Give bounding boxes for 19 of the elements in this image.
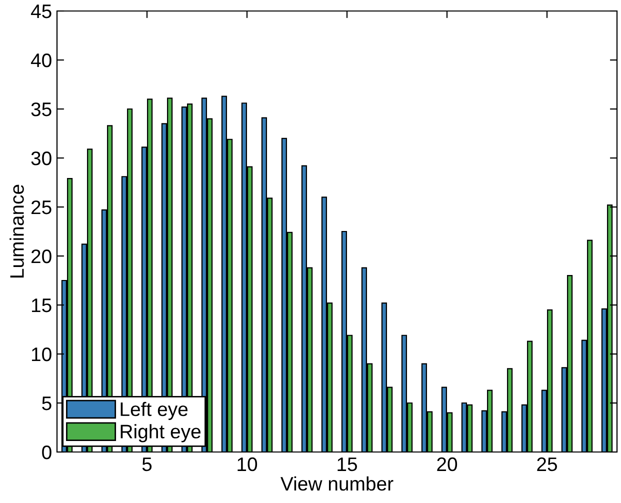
y-axis-title: Luminance: [10, 184, 24, 278]
y-tick-label: 15: [32, 298, 52, 312]
x-tick-label: 25: [537, 457, 557, 472]
x-tick-label: 5: [142, 458, 152, 472]
x-tick-label: 15: [338, 458, 357, 472]
y-tick-label: 40: [30, 53, 52, 68]
y-tick-label: 30: [31, 151, 52, 166]
x-axis-title: View number: [280, 476, 394, 491]
y-tick-label: 25: [31, 200, 52, 214]
legend-label: Right eye: [120, 424, 201, 442]
y-tick-label: 35: [31, 102, 52, 116]
y-tick-label: 10: [32, 347, 52, 362]
y-tick-label: 45: [30, 4, 52, 18]
y-tick-label: 20: [31, 249, 52, 264]
x-tick-label: 20: [437, 457, 458, 472]
x-tick-label: 10: [238, 457, 258, 472]
y-tick-label: 5: [42, 396, 52, 410]
legend-label: Left eye: [120, 402, 188, 420]
y-tick-label: 0: [42, 445, 52, 460]
